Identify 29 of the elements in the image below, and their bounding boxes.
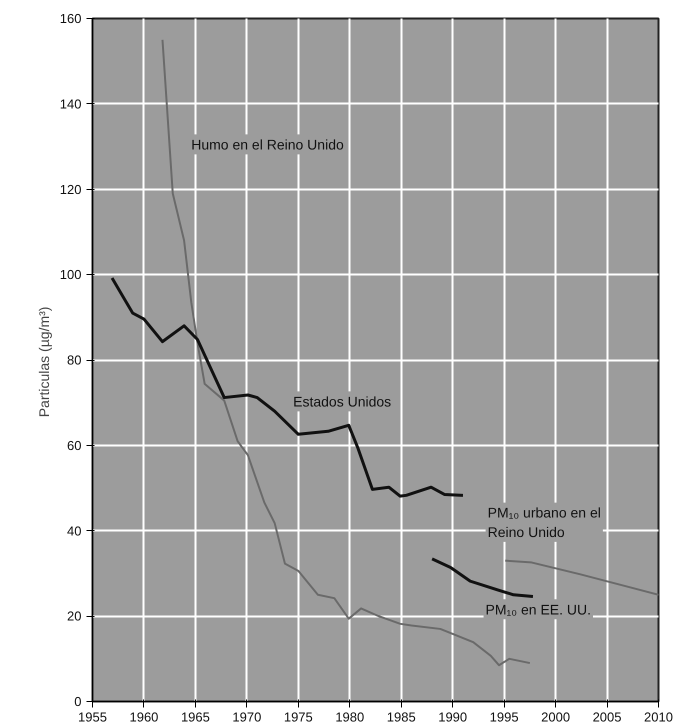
- y-tick-label: 120: [60, 182, 82, 197]
- x-tick-label: 1985: [386, 710, 416, 724]
- x-tick-label: 2005: [592, 710, 622, 724]
- x-tick-label: 1990: [438, 710, 468, 724]
- x-tick-label: 1965: [180, 710, 210, 724]
- x-tick-label: 2000: [541, 710, 570, 724]
- y-axis-title: Particulas (µg/m³): [36, 306, 52, 418]
- x-tick-label: 1960: [129, 710, 158, 724]
- line-series: [430, 557, 534, 598]
- line-series: [110, 276, 464, 498]
- series-label: PM₁₀ urbano en el Reino Unido: [488, 504, 601, 540]
- x-tick-label: 2010: [644, 710, 673, 724]
- x-tick-label: 1975: [284, 710, 313, 724]
- x-tick-label: 1980: [335, 710, 364, 724]
- line-series: [504, 560, 658, 596]
- series-label: PM₁₀ en EE. UU.: [486, 601, 592, 618]
- y-tick-label: 160: [60, 11, 82, 26]
- series-label: Estados Unidos: [293, 393, 392, 410]
- y-tick-label: 140: [60, 96, 82, 112]
- y-tick-label: 60: [67, 438, 82, 453]
- y-tick-label: 100: [60, 267, 82, 282]
- series-label: Humo en el Reino Unido: [191, 136, 344, 152]
- y-tick-label: 40: [67, 523, 82, 538]
- y-tick-label: 0: [74, 694, 82, 709]
- y-tick-label: 80: [67, 352, 82, 368]
- y-tick-label: 20: [67, 608, 82, 624]
- x-tick-label: 1970: [232, 710, 262, 724]
- x-tick-label: 1995: [490, 710, 519, 724]
- x-tick-label: 1955: [78, 710, 107, 724]
